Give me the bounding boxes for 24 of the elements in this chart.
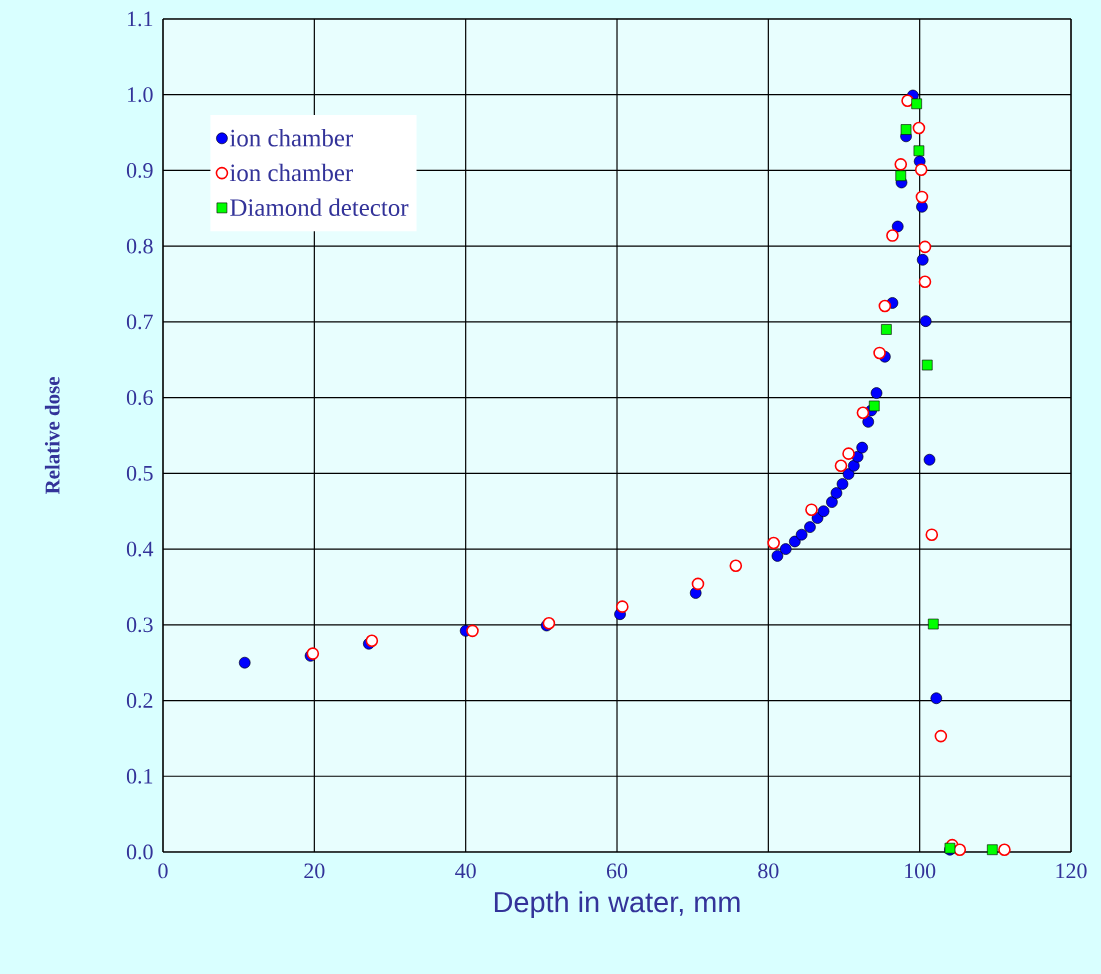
x-tick-label: 80 bbox=[758, 863, 779, 879]
y-tick-label: 0.8 bbox=[126, 238, 153, 254]
x-tick-label: 40 bbox=[455, 863, 476, 879]
y-tick-label: 0.0 bbox=[126, 844, 153, 860]
legend-label: ion chamber bbox=[229, 163, 354, 182]
y-tick-label: 0.7 bbox=[126, 314, 153, 330]
x-tick-label: 20 bbox=[304, 863, 325, 879]
y-axis-title: Relative dose bbox=[44, 377, 60, 495]
x-axis-title: Depth in water, mm bbox=[494, 891, 740, 919]
x-tick-label: 120 bbox=[1056, 863, 1087, 879]
y-tick-label: 0.6 bbox=[126, 390, 153, 406]
y-tick-label: 0.9 bbox=[126, 162, 153, 178]
y-tick-label: 0.5 bbox=[126, 465, 153, 481]
y-tick-label: 0.3 bbox=[126, 617, 153, 633]
y-tick-label: 0.4 bbox=[126, 541, 154, 557]
y-tick-label: 1.1 bbox=[128, 11, 153, 27]
legend-label: ion chamber bbox=[229, 128, 354, 147]
y-tick-label: 1.0 bbox=[128, 87, 153, 103]
legend-label: Diamond detector bbox=[230, 198, 409, 217]
x-tick-label: 100 bbox=[905, 863, 936, 879]
x-tick-label: 60 bbox=[606, 863, 628, 879]
y-tick-label: 0.2 bbox=[126, 693, 153, 708]
x-tick-label: 0 bbox=[158, 863, 168, 879]
y-tick-label: 0.1 bbox=[126, 768, 153, 784]
